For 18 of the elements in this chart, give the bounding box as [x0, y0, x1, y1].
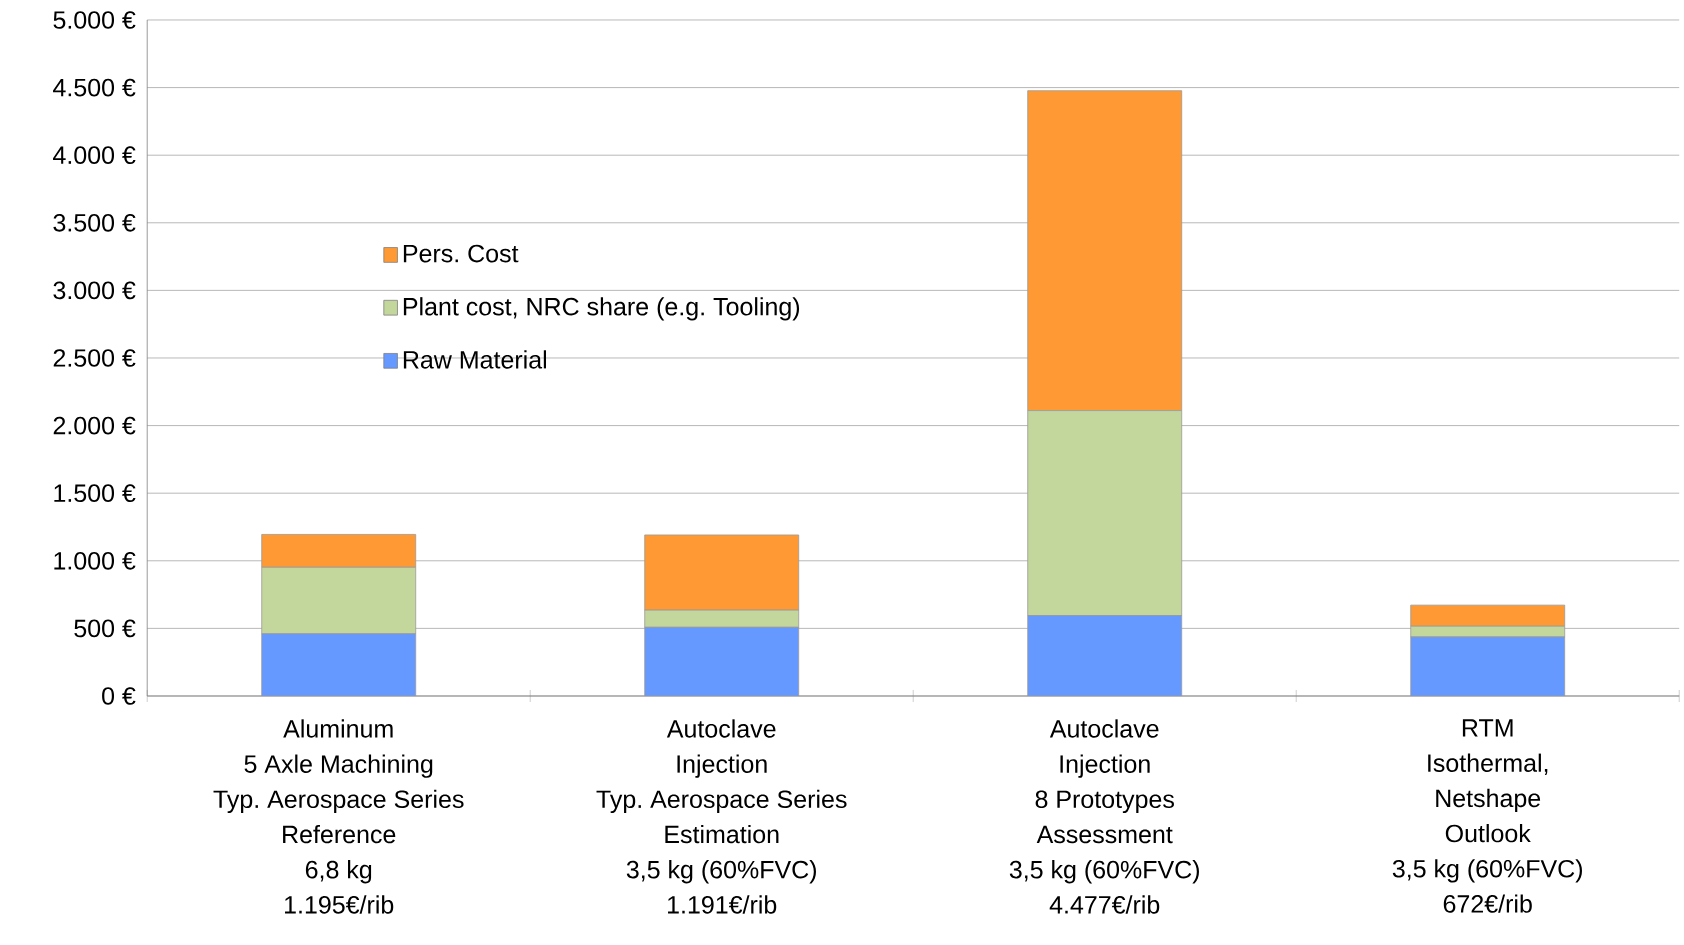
legend-label: Raw Material [403, 350, 547, 369]
x-tick-label: RTM Isothermal, Netshape Outlook 3,5 kg (60%FVC) 672€/rib [1392, 719, 1582, 913]
legend-label: Pers. Cost [403, 244, 519, 263]
legend-label: Plant cost, NRC share (e.g. Tooling) [403, 297, 800, 321]
y-tick-label: 3.000 € [53, 281, 136, 300]
y-tick-label: 4.500 € [53, 78, 136, 97]
y-tick-label: 5.000 € [53, 11, 136, 29]
y-tick-label: 4.000 € [53, 146, 136, 165]
y-tick-label: 2.000 € [53, 416, 136, 435]
y-tick-label: 500 € [74, 619, 136, 638]
y-tick-label: 1.500 € [54, 484, 136, 503]
y-tick-label: 0 € [102, 687, 136, 705]
y-tick-label: 1.000 € [54, 551, 136, 570]
x-tick-label: Autoclave Injection 8 Prototypes Assessment 3,5 kg (60%FVC) 4.477€/rib [1009, 719, 1199, 914]
x-tick-label: Aluminum 5 Axle Machining Typ. Aerospace Series Reference 6,8 kg 1.195€/rib [213, 719, 464, 914]
x-tick-label: Autoclave Injection Typ. Aerospace Series Estimation 3,5 kg (60%FVC) 1.191€/rib [596, 719, 847, 914]
y-tick-label: 2.500 € [53, 349, 136, 367]
y-tick-label: 3.500 € [53, 213, 136, 232]
